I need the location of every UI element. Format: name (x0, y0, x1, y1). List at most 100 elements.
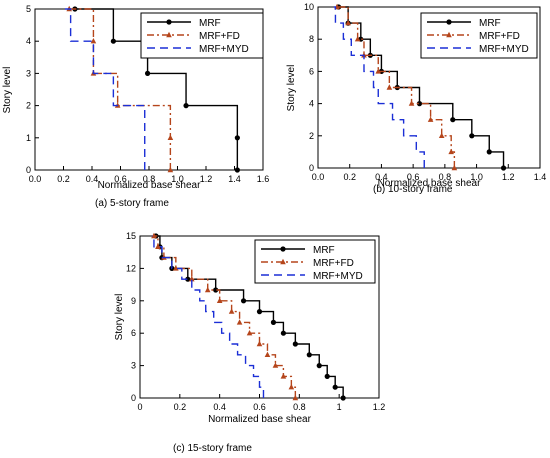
x-axis-title: Normalized base shear (378, 178, 481, 189)
legend-box (140, 12, 264, 59)
legend-label: MRF+FD (313, 258, 354, 269)
x-tick-label: 1.6 (257, 174, 270, 184)
x-tick-label: 1 (337, 402, 342, 412)
data-point (270, 319, 277, 325)
data-point (500, 165, 507, 171)
data-point (427, 116, 434, 122)
data-point (188, 276, 195, 282)
data-point (324, 373, 330, 379)
legend-marker (280, 246, 286, 252)
data-point (345, 19, 351, 26)
series-line (151, 235, 265, 398)
data-point (292, 394, 299, 401)
chart-caption: (b) 10-story frame (373, 184, 453, 195)
x-tick-label: 0.6 (253, 402, 266, 412)
y-axis-title: Story level (286, 65, 297, 112)
series-mrf-fd (151, 232, 299, 401)
x-tick-label: 1.2 (373, 402, 386, 412)
series-mrf-fd (66, 5, 174, 173)
series-line (153, 235, 297, 398)
series-line (333, 6, 425, 168)
legend-label: MRF (199, 18, 221, 29)
data-point (280, 330, 286, 336)
y-tick-label: 9 (131, 296, 136, 306)
y-tick-label: 5 (26, 4, 31, 14)
data-point (256, 340, 263, 347)
series-mrf-myd (151, 235, 265, 398)
y-tick-label: 3 (131, 361, 136, 371)
x-tick-label: 1.2 (502, 172, 515, 182)
legend: MRF MRF+FD MRF+MYD (140, 12, 264, 59)
y-tick-label: 10 (304, 2, 314, 12)
y-tick-label: 0 (131, 393, 136, 403)
y-tick-label: 2 (309, 131, 314, 141)
series-line (64, 8, 146, 170)
data-point (386, 84, 393, 90)
legend-label: MRF+FD (199, 31, 240, 42)
data-point (486, 149, 492, 155)
series-mrf-fd (334, 3, 458, 171)
y-tick-label: 6 (131, 328, 136, 338)
data-point (256, 309, 263, 315)
x-tick-label: 0 (137, 402, 142, 412)
data-point (332, 384, 338, 390)
data-point (228, 308, 235, 314)
x-tick-label: 0.0 (29, 174, 42, 184)
legend-label: MRF+MYD (479, 44, 529, 55)
y-tick-label: 1 (26, 133, 31, 143)
data-point (316, 363, 322, 369)
legend-label: MRF+FD (479, 31, 520, 42)
data-point (288, 384, 295, 390)
data-point (213, 287, 219, 293)
data-point (110, 38, 116, 44)
chart-caption: (a) 5-story frame (95, 198, 169, 209)
x-tick-label: 0.8 (293, 402, 306, 412)
x-tick-label: 0.6 (114, 174, 127, 184)
x-tick-label: 0.2 (174, 402, 187, 412)
x-tick-label: 0.4 (213, 402, 226, 412)
x-tick-label: 0.8 (439, 172, 452, 182)
chart-3: 0 0.2 0.4 0.6 0.8 1 1.2 0 3 6 9 12 15 Normalized base… (114, 231, 385, 454)
legend: MRF MRF+FD MRF+MYD (254, 239, 376, 284)
data-point (375, 68, 382, 74)
data-point (448, 148, 454, 155)
legend-label: MRF+MYD (199, 44, 249, 55)
legend: MRF MRF+FD MRF+MYD (420, 12, 538, 59)
y-tick-label: 2 (26, 101, 31, 111)
x-tick-label: 1.0 (470, 172, 483, 182)
x-tick-label: 0.4 (86, 174, 99, 184)
x-tick-label: 0.0 (312, 172, 325, 182)
data-point (183, 103, 189, 109)
y-tick-label: 4 (309, 99, 314, 109)
data-point (416, 101, 423, 107)
x-tick-label: 0.6 (407, 172, 420, 182)
plot-frame (317, 6, 541, 169)
data-point (340, 395, 346, 401)
y-tick-label: 12 (126, 263, 136, 273)
x-axis-title: Normalized base shear (98, 180, 201, 191)
data-point (408, 100, 415, 106)
legend-label: MRF (479, 18, 501, 29)
x-axis-title: Normalized base shear (208, 414, 311, 425)
data-point (306, 352, 312, 358)
data-point (167, 166, 174, 173)
data-point (280, 373, 287, 379)
chart-1: 0.0 0.2 0.4 0.6 0.8 1.0 1.2 1.4 1.6 0 1 2 3 4 5 Normali… (2, 4, 269, 209)
data-point (236, 319, 243, 325)
data-point (450, 117, 456, 123)
data-point (451, 164, 458, 171)
legend-marker (166, 31, 172, 38)
data-point (167, 134, 174, 140)
y-tick-label: 3 (26, 68, 31, 78)
data-point (246, 330, 253, 336)
legend-box (420, 12, 538, 59)
x-tick-label: 0.8 (143, 174, 156, 184)
y-tick-label: 4 (26, 36, 31, 46)
series-line (74, 8, 239, 170)
data-point (90, 38, 97, 44)
data-point (185, 276, 191, 282)
y-tick-label: 15 (126, 231, 136, 241)
y-tick-label: 0 (26, 165, 31, 175)
data-point (173, 265, 179, 271)
